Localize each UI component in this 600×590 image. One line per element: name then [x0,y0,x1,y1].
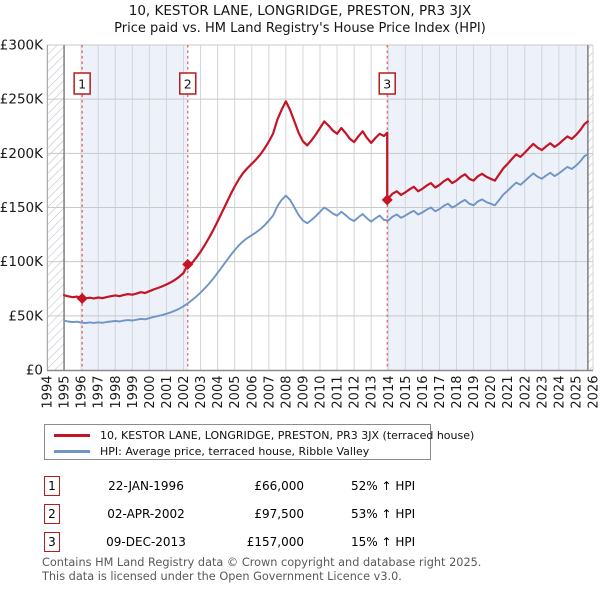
svg-text:2018: 2018 [450,376,465,409]
legend-swatch-hpi-line [54,449,90,453]
transaction-date: 22-JAN-1996 [108,479,184,493]
svg-text:2016: 2016 [416,376,431,409]
transaction-marker-1: 1 [44,476,60,496]
svg-text:£50K: £50K [8,308,44,324]
svg-text:2: 2 [184,77,192,92]
svg-text:£0: £0 [26,363,43,379]
legend-item-hpi: HPI: Average price, terraced house, Ribb… [54,443,430,459]
table-row: 3 09-DEC-2013 £157,000 15% ↑ HPI [44,528,584,556]
svg-text:2017: 2017 [433,376,448,409]
svg-text:2004: 2004 [211,376,226,409]
svg-text:2021: 2021 [501,376,516,409]
legend-label-hpi: HPI: Average price, terraced house, Ribb… [100,444,370,458]
svg-text:2008: 2008 [279,376,294,409]
svg-text:2023: 2023 [535,376,550,409]
svg-text:2024: 2024 [552,376,567,409]
svg-text:1999: 1999 [126,376,141,409]
svg-text:2010: 2010 [314,376,329,409]
svg-text:2003: 2003 [194,376,209,409]
svg-text:2013: 2013 [365,376,380,409]
transaction-marker-3: 3 [44,532,60,552]
svg-text:2025: 2025 [569,376,584,409]
page-title: 10, KESTOR LANE, LONGRIDGE, PRESTON, PR3… [128,3,472,19]
transaction-price: £157,000 [246,535,304,549]
svg-text:2015: 2015 [399,376,414,409]
svg-text:£300K: £300K [0,38,44,54]
table-row: 2 02-APR-2002 £97,500 53% ↑ HPI [44,500,584,528]
svg-text:1998: 1998 [109,376,124,409]
svg-text:2001: 2001 [160,376,175,409]
svg-text:1995: 1995 [58,376,73,409]
svg-text:2012: 2012 [348,376,363,409]
legend-swatch-price-line [54,433,90,437]
footer-line-1: Contains HM Land Registry data © Crown c… [42,556,482,569]
svg-text:2019: 2019 [467,376,482,409]
svg-text:1996: 1996 [75,376,90,409]
transaction-hpi-delta: 52% ↑ HPI [351,479,416,493]
transaction-price: £66,000 [254,479,304,493]
transaction-date: 02-APR-2002 [107,507,185,521]
svg-text:2011: 2011 [331,376,346,409]
svg-text:2007: 2007 [262,376,277,409]
svg-text:2002: 2002 [177,376,192,409]
transaction-hpi-delta: 53% ↑ HPI [351,507,416,521]
svg-text:2009: 2009 [296,376,311,409]
svg-text:1: 1 [78,77,86,92]
svg-text:2000: 2000 [143,376,158,409]
page-subtitle: Price paid vs. HM Land Registry's House … [114,21,486,36]
footer-line-2: This data is licensed under the Open Gov… [42,569,402,583]
svg-text:£250K: £250K [0,92,44,108]
svg-text:2014: 2014 [382,376,397,409]
svg-text:2022: 2022 [518,376,533,409]
svg-text:1994: 1994 [41,376,56,409]
transaction-hpi-delta: 15% ↑ HPI [351,535,416,549]
svg-text:2026: 2026 [587,376,600,409]
svg-text:1997: 1997 [92,376,107,409]
svg-text:2020: 2020 [484,376,499,409]
chart-legend: 10, KESTOR LANE, LONGRIDGE, PRESTON, PR3… [44,424,474,460]
svg-text:£150K: £150K [0,200,44,216]
svg-text:£200K: £200K [0,146,44,162]
copyright-footer: Contains HM Land Registry data © Crown c… [42,556,582,583]
svg-text:2005: 2005 [228,376,243,409]
svg-text:2006: 2006 [245,376,260,409]
table-row: 1 22-JAN-1996 £66,000 52% ↑ HPI [44,472,584,500]
transaction-marker-2: 2 [44,504,60,524]
transactions-table: 1 22-JAN-1996 £66,000 52% ↑ HPI 2 02-APR… [44,472,584,556]
transaction-price: £97,500 [254,507,304,521]
svg-text:£100K: £100K [0,254,44,270]
transaction-date: 09-DEC-2013 [106,535,186,549]
legend-label-price: 10, KESTOR LANE, LONGRIDGE, PRESTON, PR3… [100,428,475,442]
svg-text:3: 3 [383,77,391,92]
legend-item-price: 10, KESTOR LANE, LONGRIDGE, PRESTON, PR3… [54,427,474,443]
